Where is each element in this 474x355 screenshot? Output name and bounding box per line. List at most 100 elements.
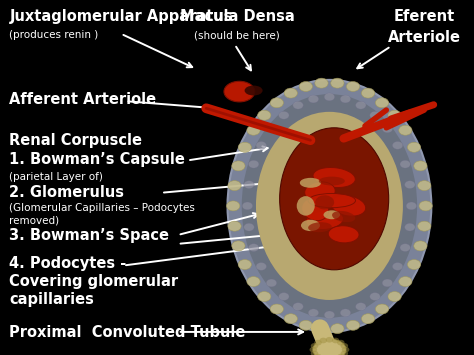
Circle shape xyxy=(414,241,427,251)
Circle shape xyxy=(270,304,283,314)
Circle shape xyxy=(382,279,392,287)
Circle shape xyxy=(248,244,259,251)
Circle shape xyxy=(382,125,392,133)
Ellipse shape xyxy=(280,128,389,270)
Ellipse shape xyxy=(242,94,417,318)
Ellipse shape xyxy=(306,211,344,230)
Circle shape xyxy=(227,201,240,211)
Circle shape xyxy=(299,320,312,330)
Circle shape xyxy=(238,260,251,269)
Circle shape xyxy=(337,354,345,355)
Circle shape xyxy=(238,142,251,152)
Ellipse shape xyxy=(256,112,403,300)
Circle shape xyxy=(399,277,412,286)
Ellipse shape xyxy=(313,339,346,355)
Ellipse shape xyxy=(331,196,365,216)
Circle shape xyxy=(342,347,349,353)
Circle shape xyxy=(311,351,319,355)
Circle shape xyxy=(270,98,283,108)
Circle shape xyxy=(315,324,328,334)
Circle shape xyxy=(279,293,289,300)
Circle shape xyxy=(319,338,327,343)
Circle shape xyxy=(284,314,297,324)
Ellipse shape xyxy=(305,182,335,202)
Circle shape xyxy=(362,314,375,324)
Ellipse shape xyxy=(332,211,355,222)
Ellipse shape xyxy=(313,168,356,187)
Circle shape xyxy=(346,82,360,92)
Circle shape xyxy=(266,125,277,133)
Text: capillaries: capillaries xyxy=(9,292,94,307)
Circle shape xyxy=(256,263,266,271)
Circle shape xyxy=(232,241,245,251)
Circle shape xyxy=(258,110,271,120)
Circle shape xyxy=(284,88,297,98)
Circle shape xyxy=(370,111,380,119)
Circle shape xyxy=(346,320,360,330)
Circle shape xyxy=(242,202,253,210)
Ellipse shape xyxy=(328,226,359,243)
Circle shape xyxy=(244,223,254,231)
Circle shape xyxy=(340,343,348,349)
Circle shape xyxy=(370,293,380,300)
Circle shape xyxy=(356,101,366,109)
Circle shape xyxy=(375,304,389,314)
Circle shape xyxy=(340,309,351,317)
Text: Proximal  Convoluted Tubule: Proximal Convoluted Tubule xyxy=(9,325,246,340)
Circle shape xyxy=(356,303,366,311)
Circle shape xyxy=(247,277,260,286)
Circle shape xyxy=(392,263,403,271)
Circle shape xyxy=(308,309,319,317)
Circle shape xyxy=(408,260,421,269)
Circle shape xyxy=(400,244,410,251)
Text: Arteriole: Arteriole xyxy=(388,30,461,45)
Ellipse shape xyxy=(308,193,356,208)
Circle shape xyxy=(408,142,421,152)
Text: removed): removed) xyxy=(9,215,60,225)
Circle shape xyxy=(258,291,271,301)
Circle shape xyxy=(418,181,431,191)
Circle shape xyxy=(388,110,401,120)
Circle shape xyxy=(406,202,417,210)
Circle shape xyxy=(331,324,344,334)
Circle shape xyxy=(400,160,410,168)
Circle shape xyxy=(324,93,335,101)
Text: 2. Glomerulus: 2. Glomerulus xyxy=(9,185,125,200)
Text: Juxtaglomerular Apparatus: Juxtaglomerular Apparatus xyxy=(9,9,233,24)
Text: Afferent Arteriole: Afferent Arteriole xyxy=(9,92,156,107)
Circle shape xyxy=(405,181,415,189)
Text: Macula Densa: Macula Densa xyxy=(180,9,294,24)
Ellipse shape xyxy=(319,177,345,185)
Circle shape xyxy=(308,95,319,103)
Text: 4. Podocytes -: 4. Podocytes - xyxy=(9,256,127,271)
Circle shape xyxy=(244,181,254,189)
Circle shape xyxy=(314,354,322,355)
Text: Covering glomerular: Covering glomerular xyxy=(9,274,179,289)
Circle shape xyxy=(299,82,312,92)
Circle shape xyxy=(392,141,403,149)
Text: (produces renin ): (produces renin ) xyxy=(9,30,99,40)
Circle shape xyxy=(340,95,351,103)
Text: Eferent: Eferent xyxy=(393,9,455,24)
Circle shape xyxy=(247,125,260,135)
Ellipse shape xyxy=(245,86,263,95)
Circle shape xyxy=(314,340,322,345)
Ellipse shape xyxy=(297,196,315,215)
Ellipse shape xyxy=(224,81,255,102)
Circle shape xyxy=(332,338,339,343)
Circle shape xyxy=(340,351,348,355)
Circle shape xyxy=(310,347,317,353)
Circle shape xyxy=(248,160,259,168)
Text: 1. Bowman’s Capsule: 1. Bowman’s Capsule xyxy=(9,152,185,167)
Ellipse shape xyxy=(301,220,320,231)
Circle shape xyxy=(228,181,241,191)
Circle shape xyxy=(293,303,303,311)
Circle shape xyxy=(388,291,401,301)
Circle shape xyxy=(266,279,277,287)
Circle shape xyxy=(315,78,328,88)
Circle shape xyxy=(311,343,319,349)
Text: (Glomerular Capillaries – Podocytes: (Glomerular Capillaries – Podocytes xyxy=(9,203,195,213)
Text: (parietal Layer of): (parietal Layer of) xyxy=(9,172,103,182)
Ellipse shape xyxy=(308,222,332,232)
Ellipse shape xyxy=(228,80,431,332)
